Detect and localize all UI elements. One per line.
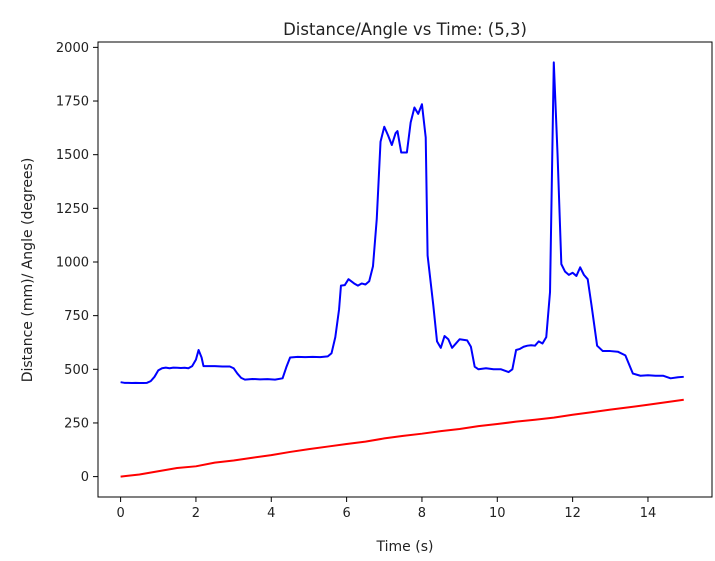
y-tick-label: 2000 <box>56 41 89 56</box>
x-tick-label: 10 <box>489 506 506 521</box>
plot-frame <box>97 41 713 498</box>
series-line-1 <box>120 61 684 385</box>
x-axis-label: Time (s) <box>376 539 434 555</box>
y-tick-label: 750 <box>64 309 89 324</box>
y-tick-label: 1500 <box>56 148 89 163</box>
y-axis-label: Distance (mm)/ Angle (degrees) <box>20 158 36 383</box>
y-tick-label: 1750 <box>56 95 89 110</box>
plot-area: 0 2 4 6 8 10 12 14 0 250 500 750 1000 1250 1500 1750 200… <box>56 41 713 521</box>
x-tick-label: 14 <box>640 506 657 521</box>
x-tick-label: 12 <box>564 506 581 521</box>
x-tick-label: 0 <box>116 506 124 521</box>
x-tick-label: 4 <box>267 506 275 521</box>
chart-title: Distance/Angle vs Time: (5,3) <box>283 20 527 39</box>
y-tick-label: 250 <box>64 416 89 431</box>
x-tick-label: 8 <box>418 506 426 521</box>
y-tick-label: 500 <box>64 363 89 378</box>
y-tick-label: 0 <box>81 470 89 485</box>
y-tick-label: 1250 <box>56 202 89 217</box>
y-tick-label: 1000 <box>56 255 89 270</box>
x-tick-label: 6 <box>342 506 350 521</box>
series-line-2 <box>120 398 684 478</box>
x-tick-label: 2 <box>192 506 200 521</box>
